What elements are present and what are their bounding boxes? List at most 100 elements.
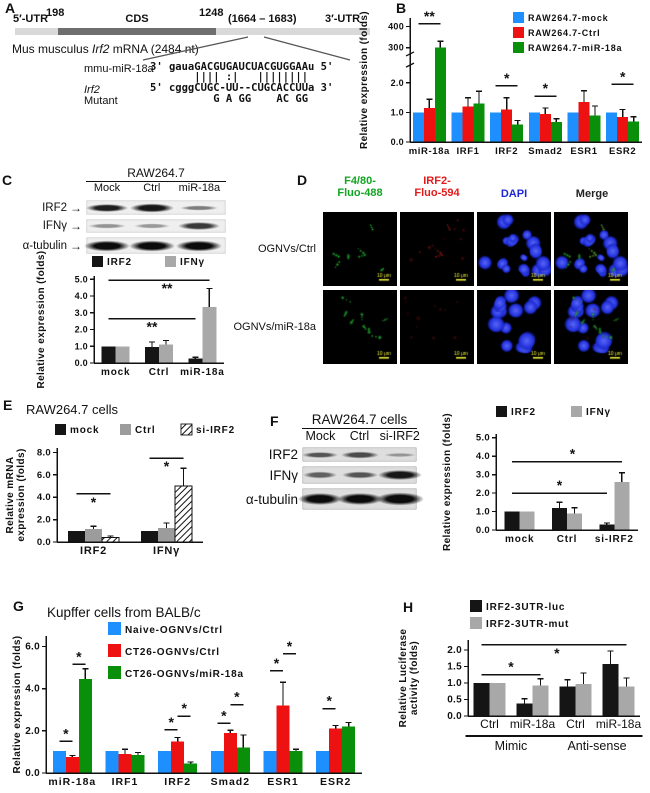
svg-text:Relative mRNA: Relative mRNA: [5, 457, 16, 534]
utr5-label: 5′-UTR: [13, 13, 49, 25]
svg-text:IRF1: IRF1: [112, 776, 139, 788]
micrograph-mir18a-irf2: [400, 290, 474, 364]
micrograph-mir18a-dapi: [477, 290, 551, 364]
svg-text:Relative expression (folds): Relative expression (folds): [36, 250, 47, 388]
svg-text:*: *: [181, 700, 187, 716]
svg-text:*: *: [234, 689, 240, 705]
svg-text:Ctrl: Ctrl: [566, 717, 585, 731]
lane-label: miR-18a: [178, 182, 221, 194]
micrograph-mir18a-merge: [554, 290, 628, 364]
svg-text:*: *: [543, 80, 549, 96]
svg-text:2.0: 2.0: [75, 325, 88, 335]
svg-text:0.0: 0.0: [391, 137, 404, 147]
svg-text:5.0: 5.0: [75, 274, 88, 284]
svg-text:1.0: 1.0: [75, 341, 88, 351]
svg-text:0.0: 0.0: [447, 711, 462, 722]
svg-text:IRF2-3UTR-luc: IRF2-3UTR-luc: [486, 602, 565, 613]
blot-band: [340, 451, 379, 458]
blot-row-label: IFNγ: [269, 467, 299, 483]
svg-text:*: *: [557, 477, 563, 493]
svg-text:*: *: [326, 693, 332, 709]
column-header-merge: Merge: [575, 188, 609, 200]
blot-row-label: IFNγ →: [42, 219, 82, 233]
svg-text:Ctrl: Ctrl: [480, 717, 499, 731]
svg-text:8.0: 8.0: [37, 447, 51, 458]
blot-row-label: α-tubulin →: [22, 238, 82, 253]
svg-text:2.0: 2.0: [391, 78, 404, 88]
lane-label: Ctrl: [349, 429, 370, 443]
binding-region-label: (1664 – 1683): [228, 13, 297, 25]
panel-b-label: B: [396, 0, 407, 16]
svg-text:miR-18a: miR-18a: [596, 717, 642, 731]
svg-text:Relative Luciferase: Relative Luciferase: [398, 629, 409, 728]
svg-text:si-IRF2: si-IRF2: [595, 534, 634, 545]
panel-g-bar-chart: 0.0 2.0 4.0 6.0 miR-18a IRF1 IRF2 Smad2 ESR1 ESR2…: [12, 622, 362, 788]
svg-text:ESR2: ESR2: [609, 146, 636, 157]
svg-text:3.0: 3.0: [476, 470, 490, 481]
svg-text:Ctrl: Ctrl: [149, 367, 169, 378]
arrow-icon: →: [70, 200, 82, 215]
svg-text:miR-18a: miR-18a: [409, 146, 450, 157]
lane-label: Ctrl: [143, 182, 161, 194]
blot-strip: [84, 237, 226, 254]
row-label-ognvs-mir18a: OGNVs/miR-18a: [233, 321, 316, 333]
svg-text:4.0: 4.0: [25, 684, 40, 695]
blot-band: [180, 205, 219, 210]
panel-e-title: RAW264.7 cells: [26, 402, 118, 417]
svg-text:Relative expression (folds): Relative expression (folds): [442, 413, 453, 551]
panel-h-bar-chart: 0.0 0.5 1.0 1.5 2.0 Ctrl miR-18a Ctrl miR-18a Mim…: [398, 600, 643, 753]
svg-text:Smad2: Smad2: [211, 776, 250, 788]
svg-text:1.0: 1.0: [476, 507, 490, 518]
micrograph-ctrl-f480: [323, 212, 397, 286]
blot-band: [178, 222, 221, 230]
svg-text:*: *: [504, 70, 510, 86]
cds-segment: [58, 28, 216, 35]
svg-text:*: *: [554, 645, 560, 661]
svg-text:0.0: 0.0: [37, 537, 51, 548]
svg-text:IRF2-3UTR-mut: IRF2-3UTR-mut: [486, 619, 569, 630]
panel-e-bar-chart: 0.0 2.0 4.0 6.0 8.0 IRF2 IFNγ * * mock Ctrl si-IRF2…: [5, 423, 235, 557]
lane-label: Mock: [305, 429, 336, 443]
svg-text:400: 400: [388, 21, 404, 31]
svg-text:RAW264.7-mock: RAW264.7-mock: [528, 13, 609, 23]
micrograph-ctrl-irf2: [400, 212, 474, 286]
svg-text:mock: mock: [70, 425, 99, 436]
svg-text:ESR1: ESR1: [570, 146, 597, 157]
panel-a-label: A: [5, 0, 16, 16]
svg-text:2.0: 2.0: [476, 488, 490, 499]
svg-text:IRF2: IRF2: [511, 407, 536, 418]
svg-text:*: *: [164, 458, 170, 474]
micrograph-mir18a-f480: [323, 290, 397, 364]
micrograph-ctrl-merge: [554, 212, 628, 286]
panel-g-label: G: [13, 598, 24, 614]
svg-text:6.0: 6.0: [25, 642, 40, 653]
blot-band: [176, 240, 223, 251]
blot-strip: [302, 466, 422, 484]
irf2-sequence: 5' cgggCUGC-UU--CUGCACCUUa 3': [150, 82, 334, 94]
mir-sequence: 3' gauaGACGUGAUCUACGUGGAAu 5': [150, 61, 334, 73]
svg-text:1.0: 1.0: [447, 678, 462, 689]
blot-band: [336, 493, 383, 505]
svg-text:2.0: 2.0: [37, 515, 51, 526]
svg-text:4.0: 4.0: [75, 291, 88, 301]
svg-text:IRF2: IRF2: [80, 545, 107, 557]
panel-g-title: Kupffer cells from BALB/c: [47, 605, 201, 620]
panel-c-bar-chart: 0.0 1.0 2.0 3.0 4.0 5.0 mock Ctrl miR-18a ** ** IRF…: [36, 250, 224, 389]
svg-text:*: *: [76, 648, 82, 664]
svg-text:si-IRF2: si-IRF2: [196, 425, 235, 436]
svg-text:Smad2: Smad2: [528, 146, 562, 157]
panel-c-western-blot: RAW264.7 Mock Ctrl miR-18a IRF2 → IFNγ → α-tubul…: [22, 166, 232, 254]
lane-label: si-IRF2: [379, 429, 420, 443]
svg-text:*: *: [620, 68, 626, 84]
pos-1248: 1248: [199, 7, 224, 19]
blot-band: [129, 203, 174, 212]
panel-d-label: D: [297, 172, 308, 188]
micrograph-ctrl-dapi: [477, 212, 551, 286]
organism-text: Mus musculus: [12, 42, 93, 56]
mutant-sequence: G A GG AC GG: [150, 93, 309, 105]
svg-text:**: **: [424, 8, 435, 24]
svg-text:ESR2: ESR2: [320, 776, 351, 788]
mutant-name-label: Mutant: [84, 95, 118, 107]
svg-text:IFNγ: IFNγ: [153, 545, 180, 557]
svg-text:1.5: 1.5: [447, 661, 462, 672]
